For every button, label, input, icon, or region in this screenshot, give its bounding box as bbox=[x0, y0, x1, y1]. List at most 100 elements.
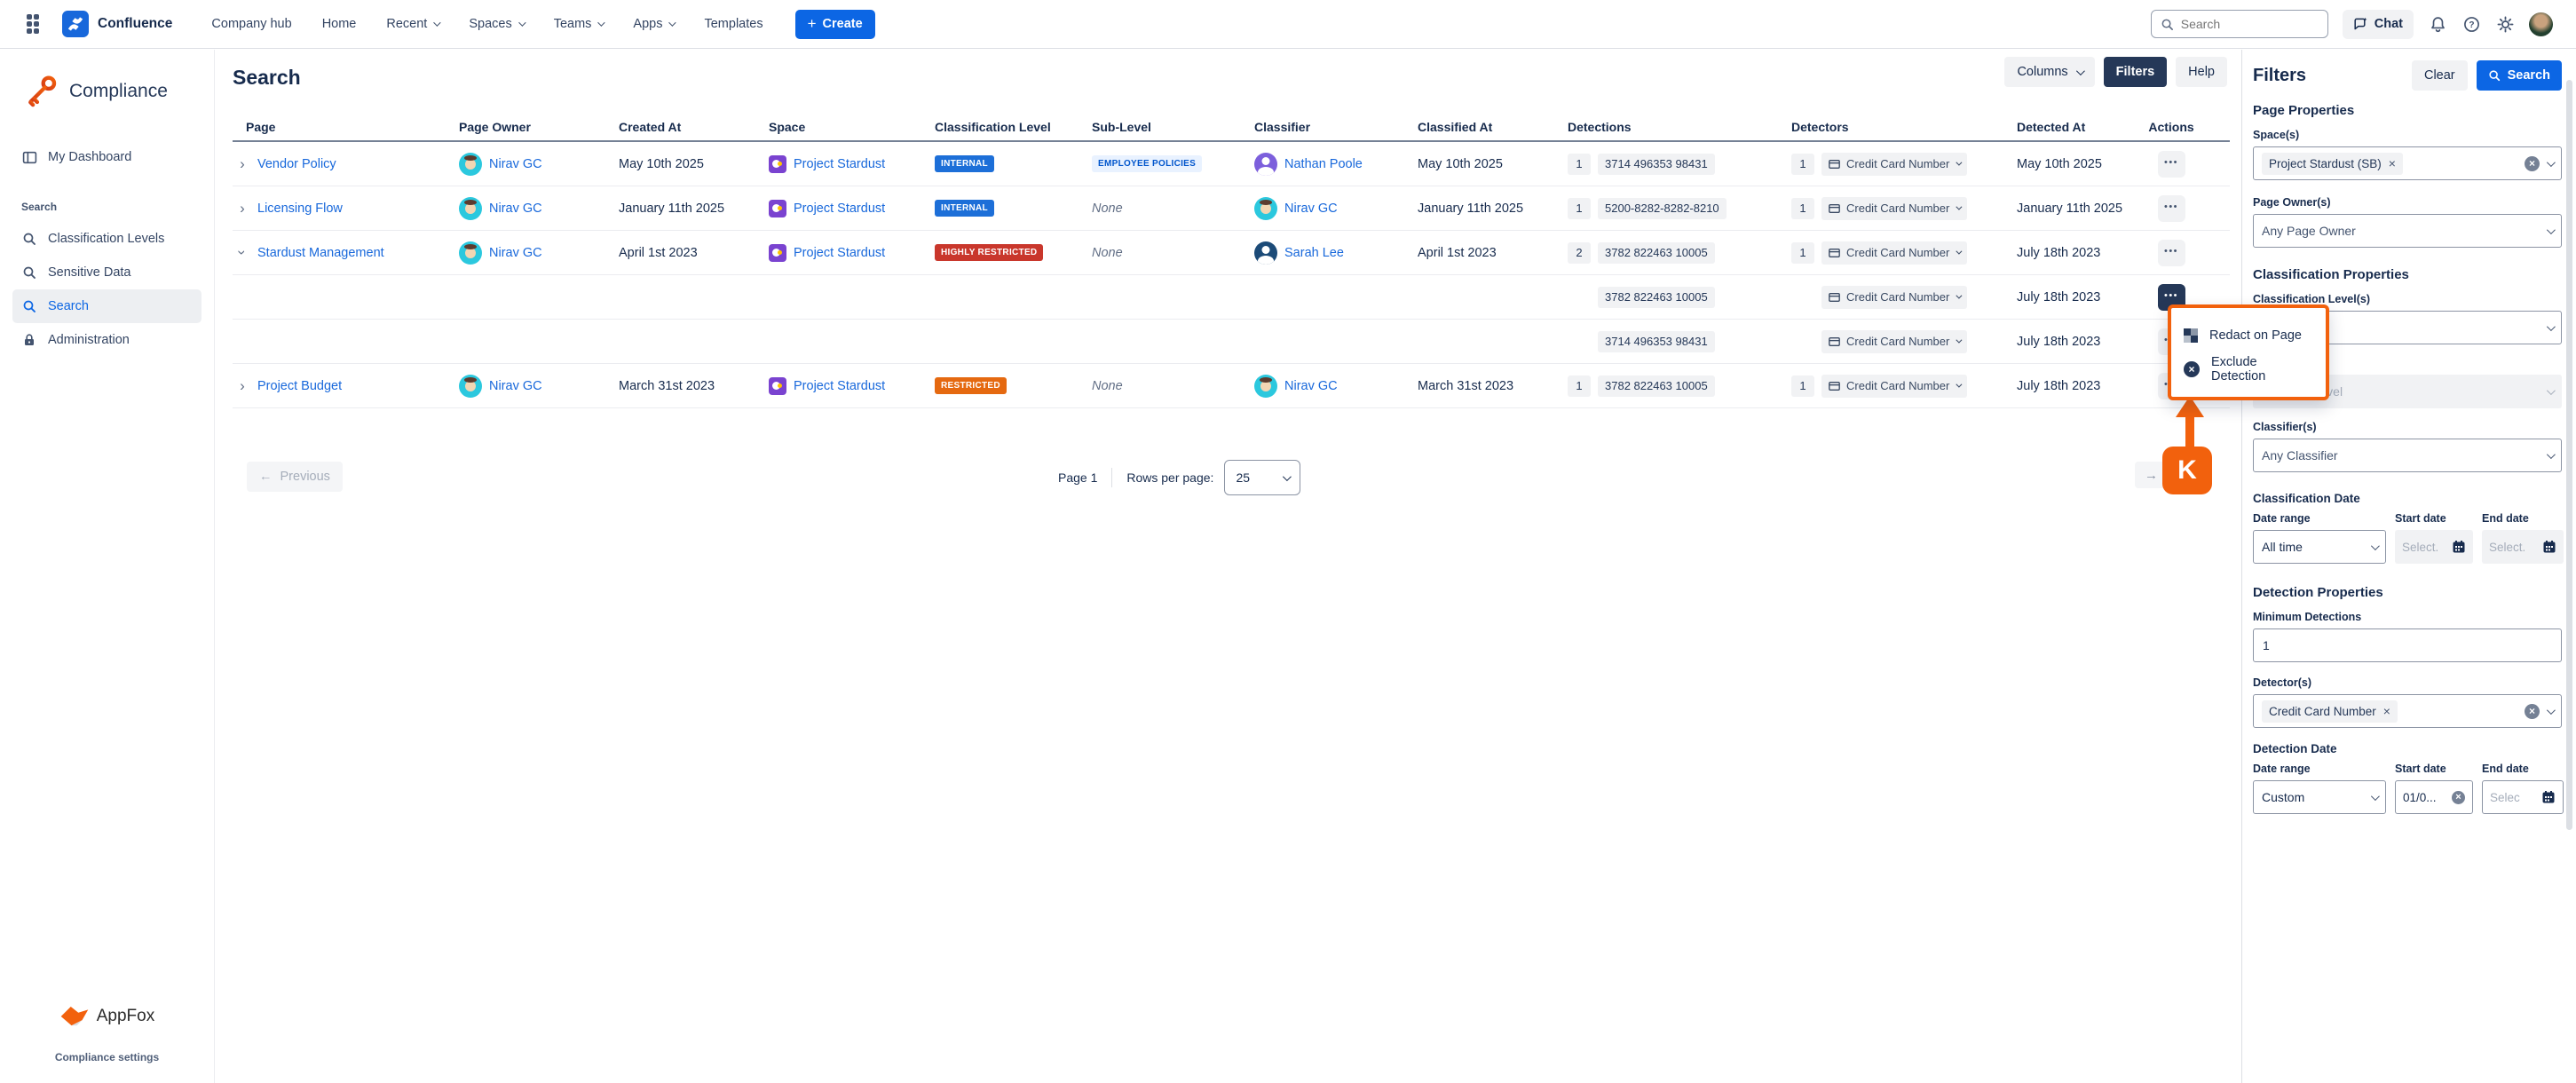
chevron-down-icon bbox=[1956, 292, 1963, 299]
global-search-box[interactable] bbox=[2150, 10, 2328, 38]
detection-end-date-input[interactable]: Selec bbox=[2482, 780, 2564, 814]
chat-button[interactable]: Chat bbox=[2342, 9, 2414, 39]
settings-gear-icon[interactable] bbox=[2495, 14, 2515, 34]
credit-card-icon bbox=[1829, 292, 1840, 302]
nav-item-company-hub[interactable]: Company hub bbox=[211, 17, 292, 31]
chevron-down-icon bbox=[2546, 321, 2556, 331]
remove-chip-icon[interactable]: × bbox=[2388, 156, 2396, 170]
nav-item-home[interactable]: Home bbox=[321, 17, 357, 31]
detector-chip[interactable]: Credit Card Number bbox=[1821, 329, 1968, 353]
user-avatar[interactable] bbox=[2529, 12, 2553, 36]
filters-button[interactable]: Filters bbox=[2103, 57, 2168, 87]
page-link[interactable]: Stardust Management bbox=[257, 245, 384, 260]
page-owner-select[interactable]: Any Page Owner bbox=[2253, 214, 2562, 248]
chevron-down-icon bbox=[1956, 159, 1963, 166]
clear-select-icon[interactable]: × bbox=[2525, 155, 2540, 171]
chevron-down-icon bbox=[2546, 449, 2556, 459]
space-link[interactable]: Project Stardust bbox=[794, 201, 886, 216]
space-link[interactable]: Project Stardust bbox=[794, 156, 886, 171]
global-search-input[interactable] bbox=[2180, 17, 2305, 31]
space-icon bbox=[769, 243, 786, 262]
detector-chip[interactable]: Credit Card Number bbox=[1821, 285, 1968, 309]
nav-item-recent[interactable]: Recent bbox=[375, 10, 449, 38]
nav-item-spaces[interactable]: Spaces bbox=[458, 10, 533, 38]
apply-search-button[interactable]: Search bbox=[2476, 60, 2562, 91]
compliance-settings-link[interactable]: Compliance settings bbox=[54, 1051, 160, 1063]
create-button[interactable]: + Create bbox=[794, 9, 875, 39]
page-owner-link[interactable]: Nirav GC bbox=[489, 245, 542, 260]
page-owner-link[interactable]: Nirav GC bbox=[489, 201, 542, 216]
classifier-link[interactable]: Sarah Lee bbox=[1284, 245, 1344, 260]
previous-page-button[interactable]: ← Previous bbox=[247, 462, 343, 492]
sidebar-item-search[interactable]: Search bbox=[12, 289, 201, 323]
classifier-select[interactable]: Any Classifier bbox=[2253, 439, 2562, 472]
detector-chip[interactable]: Credit Card Number bbox=[1821, 196, 1968, 220]
clear-filters-button[interactable]: Clear bbox=[2411, 60, 2468, 91]
column-header: Classifier bbox=[1254, 120, 1311, 134]
detector-chip[interactable]: Credit Card Number bbox=[1821, 241, 1968, 265]
date-range-label: Date range bbox=[2253, 512, 2311, 525]
page-owner-link[interactable]: Nirav GC bbox=[489, 156, 542, 171]
sidebar-item-label: Administration bbox=[48, 333, 130, 347]
rows-per-page-select[interactable]: 25 bbox=[1224, 460, 1301, 495]
column-header: Detections bbox=[1568, 120, 1632, 134]
next-page-button[interactable]: → bbox=[2135, 462, 2168, 488]
sublevel-badge: EMPLOYEE POLICIES bbox=[1092, 155, 1203, 172]
sidebar-item-sensitive-data[interactable]: Sensitive Data bbox=[12, 256, 201, 289]
classifier-link[interactable]: Nirav GC bbox=[1284, 378, 1338, 393]
sidebar-item-classification-levels[interactable]: Classification Levels bbox=[12, 222, 201, 256]
nav-item-apps[interactable]: Apps bbox=[622, 10, 684, 38]
minimum-detections-input[interactable] bbox=[2253, 628, 2562, 662]
columns-button[interactable]: Columns bbox=[2004, 57, 2095, 87]
remove-chip-icon[interactable]: × bbox=[2382, 704, 2390, 718]
spaces-select[interactable]: Project Stardust (SB) × × bbox=[2253, 146, 2562, 180]
sidebar-item-my-dashboard[interactable]: My Dashboard bbox=[12, 140, 201, 174]
detection-date-heading: Detection Date bbox=[2253, 742, 2337, 755]
row-actions-button[interactable]: ••• bbox=[2157, 150, 2185, 178]
expand-chevron-icon[interactable]: › bbox=[240, 377, 245, 394]
page-link[interactable]: Vendor Policy bbox=[257, 156, 336, 171]
row-actions-button[interactable]: ••• bbox=[2157, 239, 2185, 266]
nav-item-templates[interactable]: Templates bbox=[704, 17, 763, 31]
sidebar-item-label: Sensitive Data bbox=[48, 265, 131, 280]
collapse-chevron-icon[interactable]: › bbox=[233, 249, 251, 256]
classifier-link[interactable]: Nirav GC bbox=[1284, 201, 1338, 216]
detector-chip[interactable]: Credit Card Number bbox=[1821, 374, 1968, 398]
expand-chevron-icon[interactable]: › bbox=[240, 155, 245, 172]
table-header-row: Page Page Owner Created At Space Classif… bbox=[233, 114, 2230, 142]
help-button[interactable]: Help bbox=[2176, 57, 2227, 87]
sidebar-item-administration[interactable]: Administration bbox=[12, 323, 201, 357]
created-at: March 31st 2023 bbox=[619, 378, 715, 393]
page-link[interactable]: Project Budget bbox=[257, 378, 343, 393]
row-actions-button[interactable]: ••• bbox=[2157, 194, 2185, 222]
page-link[interactable]: Licensing Flow bbox=[257, 201, 343, 216]
classification-date-range-select[interactable]: All time bbox=[2253, 530, 2386, 564]
clear-select-icon[interactable]: × bbox=[2525, 703, 2540, 719]
table-row: › Stardust Management Nirav GC April 1st … bbox=[233, 231, 2230, 275]
page-owners-label: Page Owner(s) bbox=[2253, 196, 2331, 209]
menu-item-exclude-detection[interactable]: × Exclude Detection bbox=[2171, 352, 2326, 386]
detection-start-date-input[interactable]: 01/0... × bbox=[2395, 780, 2473, 814]
classifier-link[interactable]: Nathan Poole bbox=[1284, 156, 1363, 171]
space-link[interactable]: Project Stardust bbox=[794, 378, 886, 393]
space-link[interactable]: Project Stardust bbox=[794, 245, 886, 260]
detector-select[interactable]: Credit Card Number × × bbox=[2253, 694, 2562, 728]
scrollbar[interactable] bbox=[2566, 80, 2572, 830]
nav-item-teams[interactable]: Teams bbox=[543, 10, 614, 38]
detectors-count: 1 bbox=[1791, 241, 1814, 264]
app-switcher-icon[interactable] bbox=[23, 14, 43, 34]
notifications-bell-icon[interactable] bbox=[2428, 14, 2447, 34]
clear-date-icon[interactable]: × bbox=[2452, 790, 2465, 804]
detector-chip[interactable]: Credit Card Number bbox=[1821, 152, 1968, 176]
chevron-down-icon bbox=[2075, 66, 2085, 75]
classification-badge: HIGHLY RESTRICTED bbox=[935, 244, 1044, 261]
expand-chevron-icon[interactable]: › bbox=[240, 200, 245, 217]
detection-date-range-select[interactable]: Custom bbox=[2253, 780, 2386, 814]
start-date-label: Start date bbox=[2395, 763, 2446, 775]
column-header: Detected At bbox=[2017, 120, 2086, 134]
created-at: January 11th 2025 bbox=[619, 201, 725, 216]
menu-item-redact-on-page[interactable]: Redact on Page bbox=[2171, 319, 2326, 352]
page-owner-link[interactable]: Nirav GC bbox=[489, 378, 542, 393]
detectors-label: Detector(s) bbox=[2253, 676, 2311, 689]
help-icon[interactable]: ? bbox=[2461, 14, 2481, 34]
